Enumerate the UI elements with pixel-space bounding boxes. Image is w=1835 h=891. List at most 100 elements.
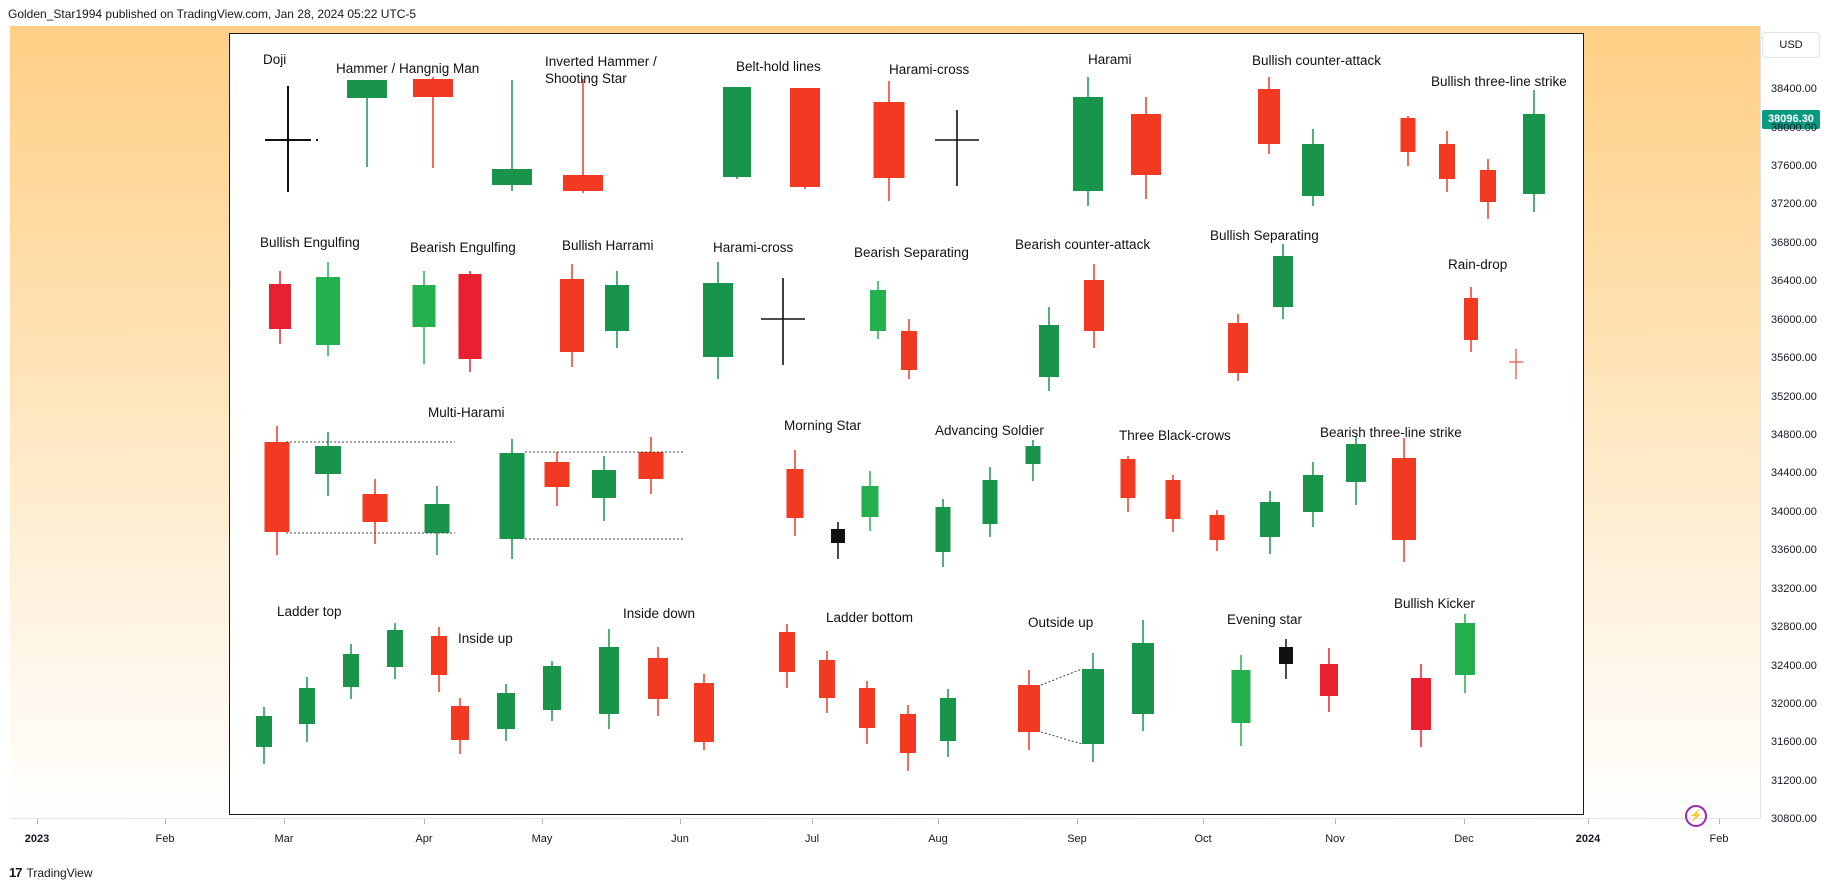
time-label: Feb xyxy=(155,833,175,845)
candle-body xyxy=(1439,144,1455,179)
price-axis[interactable] xyxy=(1760,26,1835,819)
pattern-label-harami-cross: Harami-cross xyxy=(889,62,970,77)
time-label: Oct xyxy=(1194,833,1212,845)
candle-body xyxy=(1279,647,1293,664)
time-tick xyxy=(1464,819,1465,824)
price-label: 37200.00 xyxy=(1771,198,1817,210)
pattern-label-inside-down: Inside down xyxy=(623,606,696,621)
candle-body xyxy=(1082,669,1104,744)
candle-body xyxy=(859,688,875,728)
pattern-label-bullish-three-line-strike: Bullish three-line strike xyxy=(1431,74,1567,89)
candle-body xyxy=(1455,623,1475,675)
candle-body xyxy=(413,79,453,97)
candle-body xyxy=(543,666,561,710)
price-label: 36400.00 xyxy=(1771,275,1817,287)
candle-body xyxy=(831,529,845,543)
time-label: Sep xyxy=(1067,833,1087,845)
time-label: Jun xyxy=(671,833,689,845)
candle-body xyxy=(1523,114,1545,194)
time-tick xyxy=(680,819,681,824)
pattern-label-belt-hold: Belt-hold lines xyxy=(736,59,821,74)
price-label: 34400.00 xyxy=(1771,467,1817,479)
price-label: 36000.00 xyxy=(1771,314,1817,326)
candle-body xyxy=(1346,444,1366,482)
candle-body xyxy=(1018,685,1040,732)
pattern-label-multi-harami: Multi-Harami xyxy=(428,405,505,420)
time-tick xyxy=(938,819,939,824)
candle-body xyxy=(1131,114,1161,175)
pattern-label-advancing-soldier: Advancing Soldier xyxy=(935,423,1044,438)
candle-body xyxy=(412,285,436,327)
pattern-label-harami-cross-2: Harami-cross xyxy=(713,240,794,255)
pattern-label-bullish-separating: Bullish Separating xyxy=(1210,228,1319,243)
candle-body xyxy=(1411,678,1431,730)
candle-body xyxy=(1120,459,1136,498)
time-axis-divider xyxy=(10,818,1760,819)
pattern-label-bullish-kicker: Bullish Kicker xyxy=(1394,596,1476,611)
tradingview-logo[interactable]: 17 TradingView xyxy=(9,865,93,880)
current-price-tag: 38096.30 xyxy=(1762,110,1820,129)
pattern-label-ladder-top: Ladder top xyxy=(277,604,342,619)
candle-body xyxy=(703,283,733,357)
candle-body xyxy=(819,660,835,698)
price-label: 31200.00 xyxy=(1771,775,1817,787)
candle-body xyxy=(1165,480,1181,519)
candle-body xyxy=(1400,118,1416,152)
candle-body xyxy=(1132,643,1154,714)
lightning-icon[interactable]: ⚡ xyxy=(1685,805,1707,827)
cross-placeholder xyxy=(230,34,258,118)
candle-body xyxy=(861,486,879,517)
price-label: 38000.00 xyxy=(1771,122,1817,134)
pattern-label-hammer: Hammer / Hangnig Man xyxy=(336,61,480,76)
pattern-label-outside-up: Outside up xyxy=(1028,615,1094,630)
pattern-label-doji: Doji xyxy=(263,52,287,67)
price-label: 33200.00 xyxy=(1771,583,1817,595)
time-tick xyxy=(1077,819,1078,824)
candle-body xyxy=(451,706,469,740)
candle-body xyxy=(790,88,820,187)
outside-up-guide xyxy=(1040,668,1083,686)
candle-body xyxy=(1303,475,1323,512)
time-tick xyxy=(1335,819,1336,824)
candle-body xyxy=(497,693,515,729)
pattern-label-morning-star: Morning Star xyxy=(784,418,862,433)
pattern-label-inverted-hammer: Inverted Hammer / Shooting Star xyxy=(545,54,657,86)
candle-body xyxy=(1260,502,1280,537)
candle-body xyxy=(940,698,956,741)
pattern-label-bearish-engulfing: Bearish Engulfing xyxy=(410,240,516,255)
price-label: 30800.00 xyxy=(1771,813,1817,825)
currency-button[interactable]: USD xyxy=(1762,32,1820,58)
tradingview-brand: TradingView xyxy=(26,865,93,880)
time-label: Feb xyxy=(1709,833,1729,845)
time-label: May xyxy=(531,833,553,845)
patterns-drawing xyxy=(230,34,1545,771)
candle-body xyxy=(256,716,272,747)
candle-body xyxy=(1039,325,1059,377)
candle-body xyxy=(299,688,315,724)
publisher-header: Golden_Star1994 published on TradingView… xyxy=(8,7,417,21)
candle-body xyxy=(1209,515,1225,540)
tradingview-mark-icon: 17 xyxy=(9,865,23,880)
candle-body xyxy=(982,480,998,524)
price-label: 33600.00 xyxy=(1771,544,1817,556)
candle-body xyxy=(362,494,388,522)
candle-body xyxy=(387,630,403,667)
candle-body xyxy=(315,446,341,474)
candle-body xyxy=(605,285,629,331)
time-label: 2023 xyxy=(24,833,50,845)
candle-body xyxy=(269,284,291,329)
price-label: 32800.00 xyxy=(1771,621,1817,633)
candle-body xyxy=(779,632,795,672)
time-label: Aug xyxy=(928,833,948,845)
pattern-label-bearish-counter-attack: Bearish counter-attack xyxy=(1015,237,1151,252)
candle-body xyxy=(347,80,387,98)
candle-body xyxy=(786,469,804,518)
time-tick xyxy=(37,819,38,824)
candle-body xyxy=(901,331,917,370)
pattern-label-harami: Harami xyxy=(1088,52,1132,67)
time-label: Mar xyxy=(274,833,294,845)
pattern-label-ladder-bottom: Ladder bottom xyxy=(826,610,914,625)
candle-body xyxy=(1073,97,1103,191)
candle-body xyxy=(648,658,668,699)
candle-body xyxy=(343,654,359,687)
